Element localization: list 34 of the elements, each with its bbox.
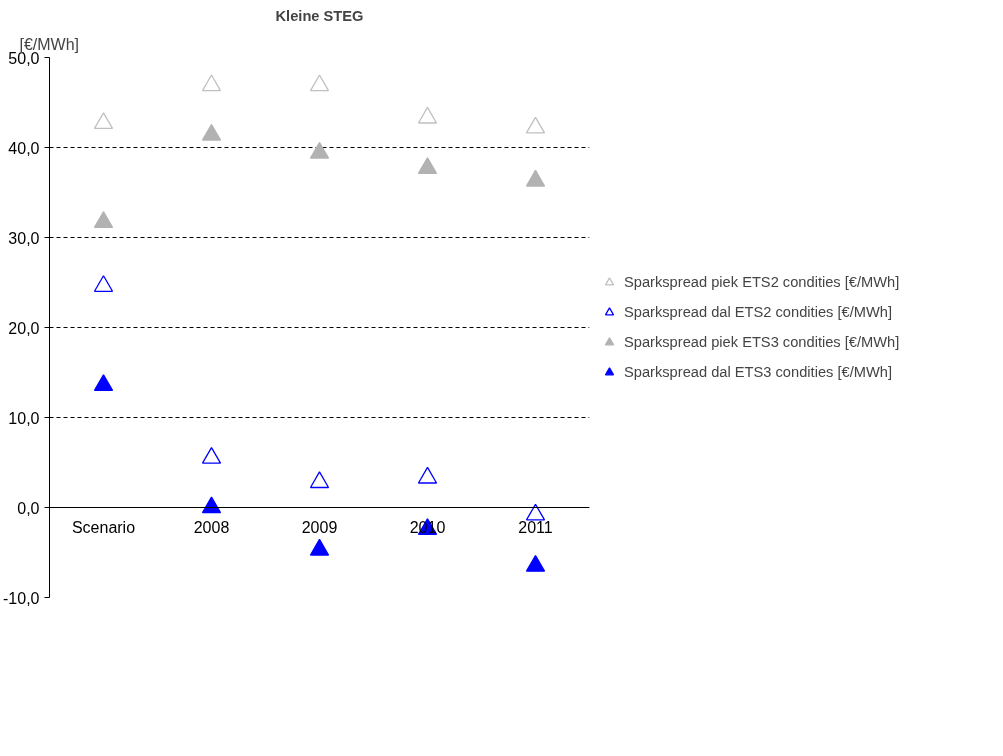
point bbox=[201, 74, 222, 92]
x-tick-label: 2009 bbox=[301, 518, 338, 536]
y-tick-label: 10,0 bbox=[8, 409, 40, 427]
point bbox=[309, 471, 330, 489]
point bbox=[525, 503, 546, 521]
point bbox=[417, 106, 438, 124]
legend-label: Sparkspread piek ETS2 condities [€/MWh] bbox=[624, 274, 900, 290]
point bbox=[93, 374, 114, 391]
point bbox=[93, 211, 114, 229]
point bbox=[201, 496, 222, 514]
legend-label: Sparkspread dal ETS3 condities [€/MWh] bbox=[624, 364, 893, 380]
x-tick-label: 2011 bbox=[518, 518, 553, 536]
point bbox=[93, 112, 114, 130]
point bbox=[309, 141, 330, 159]
point bbox=[525, 554, 546, 572]
point bbox=[417, 466, 438, 484]
y-tick-label: 20,0 bbox=[8, 319, 40, 337]
chart-title: Kleine STEG bbox=[275, 7, 364, 24]
y-tick-label: -10,0 bbox=[3, 589, 40, 607]
legend-label: Sparkspread dal ETS2 condities [€/MWh] bbox=[624, 304, 893, 320]
y-tick-label: 30,0 bbox=[8, 229, 40, 247]
point bbox=[309, 74, 330, 92]
point bbox=[525, 116, 546, 134]
y-tick-label: 0,0 bbox=[17, 499, 40, 517]
x-tick-label: 2008 bbox=[193, 518, 230, 536]
legend-label: Sparkspread piek ETS3 condities [€/MWh] bbox=[624, 334, 900, 350]
point bbox=[93, 275, 114, 292]
point bbox=[201, 123, 222, 141]
point bbox=[525, 169, 546, 187]
point bbox=[309, 538, 330, 556]
point bbox=[417, 157, 438, 175]
point bbox=[201, 446, 222, 464]
y-tick-label: 40,0 bbox=[8, 139, 40, 157]
x-tick-label: Scenario bbox=[71, 518, 136, 536]
